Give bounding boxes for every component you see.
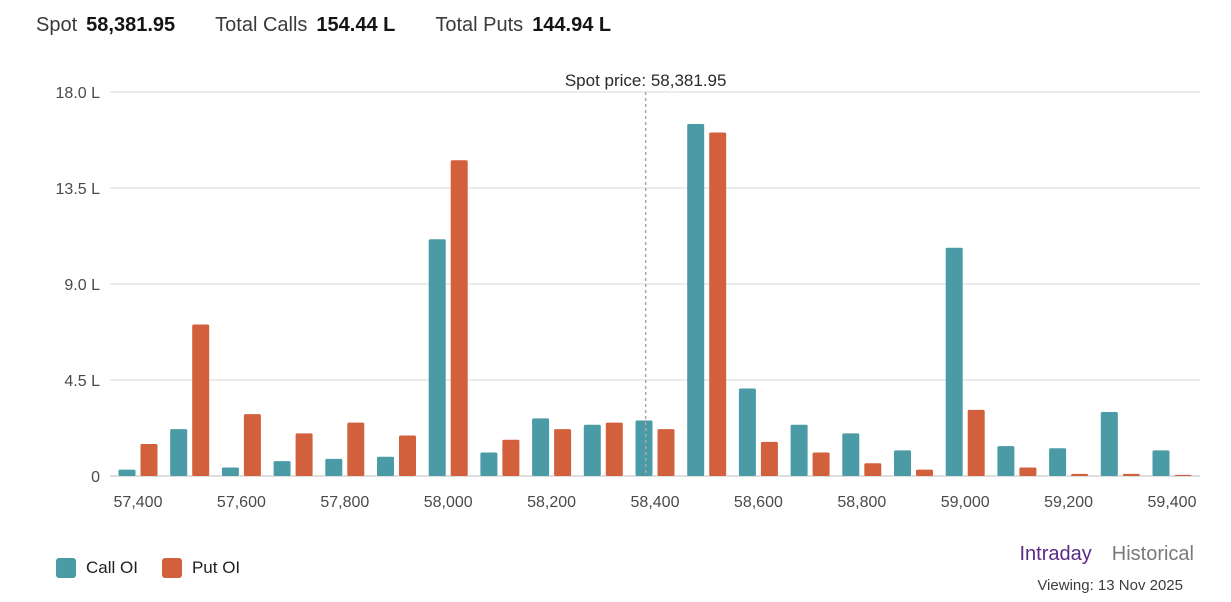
- tab-intraday[interactable]: Intraday: [1019, 543, 1092, 565]
- call-oi-bar: [170, 429, 188, 476]
- call-oi-bar: [738, 388, 756, 476]
- call-oi-bar: [635, 420, 653, 476]
- x-tick-label: 58,800: [837, 494, 886, 511]
- view-tabs: Intraday Historical: [1019, 543, 1194, 566]
- call-oi-bar: [1152, 450, 1170, 476]
- put-oi-bar: [140, 444, 158, 476]
- x-tick-label: 58,200: [527, 494, 576, 511]
- viewing-date: Viewing: 13 Nov 2025: [1037, 577, 1183, 594]
- call-oi-bar: [945, 247, 963, 476]
- put-oi-bar: [605, 422, 623, 476]
- put-oi-bar: [243, 414, 261, 476]
- call-oi-bar: [583, 424, 601, 476]
- call-oi-bar: [480, 452, 498, 476]
- call-oi-bar: [894, 450, 911, 476]
- put-oi-bar: [192, 324, 210, 476]
- put-oi-bar: [812, 452, 830, 476]
- x-tick-label: 57,800: [320, 494, 369, 511]
- legend-item-put[interactable]: Put OI: [161, 558, 241, 578]
- y-tick-label: 0: [91, 469, 100, 486]
- chart-legend: Call OI Put OI: [56, 558, 240, 578]
- call-swatch: [56, 558, 76, 578]
- x-tick-label: 59,400: [1148, 494, 1197, 511]
- total-puts-label: Total Puts: [435, 14, 524, 36]
- y-tick-label: 18.0 L: [56, 85, 101, 102]
- put-oi-bar: [760, 441, 778, 476]
- put-oi-bar: [1071, 473, 1089, 476]
- x-tick-label: 59,200: [1044, 494, 1093, 511]
- x-tick-label: 58,600: [734, 494, 783, 511]
- put-oi-bar: [347, 422, 365, 476]
- legend-put-label: Put OI: [191, 558, 241, 577]
- call-oi-bar: [221, 467, 239, 476]
- tab-historical[interactable]: Historical: [1111, 543, 1194, 565]
- legend-call-label: Call OI: [86, 558, 138, 577]
- call-oi-bar: [532, 418, 550, 476]
- spot-label: Spot: [36, 14, 78, 36]
- total-puts-value: 144.94 L: [532, 14, 612, 36]
- summary-stats: Spot 58,381.95 Total Calls 154.44 L Tota…: [36, 14, 611, 37]
- put-oi-bar: [967, 409, 985, 476]
- total-puts-stat: Total Puts 144.94 L: [435, 14, 611, 37]
- spot-value: 58,381.95: [86, 14, 176, 36]
- put-oi-bar: [709, 132, 727, 477]
- x-tick-label: 59,000: [941, 494, 990, 511]
- spot-price-label: Spot price: 58,381.95: [565, 71, 727, 90]
- put-oi-bar: [864, 463, 882, 476]
- total-calls-label: Total Calls: [215, 14, 308, 36]
- put-oi-bar: [502, 439, 520, 476]
- call-oi-bar: [428, 239, 446, 476]
- call-oi-bar: [790, 424, 808, 476]
- put-oi-bar: [554, 429, 572, 476]
- call-oi-bar: [687, 124, 705, 476]
- put-oi-bar: [295, 433, 313, 476]
- y-tick-label: 4.5 L: [64, 373, 100, 390]
- x-tick-label: 58,400: [631, 494, 680, 511]
- put-oi-bar: [657, 429, 675, 476]
- total-calls-stat: Total Calls 154.44 L: [215, 14, 395, 37]
- y-tick-label: 9.0 L: [64, 277, 100, 294]
- call-oi-bar: [273, 461, 291, 476]
- x-tick-label: 58,000: [424, 494, 473, 511]
- spot-stat: Spot 58,381.95: [36, 14, 175, 37]
- put-oi-bar: [450, 160, 468, 476]
- put-oi-bar: [1122, 473, 1140, 476]
- put-oi-bar: [916, 469, 933, 476]
- oi-bar-chart: 0 4.5 L 9.0 L 13.5 L 18.0 L 57,400 57,600 57,80…: [56, 71, 1200, 511]
- x-tick-label: 57,600: [217, 494, 266, 511]
- y-tick-label: 13.5 L: [56, 181, 101, 198]
- call-oi-bar: [325, 458, 343, 476]
- put-oi-bar: [1174, 474, 1192, 476]
- x-tick-label: 57,400: [114, 494, 163, 511]
- call-oi-bar: [1049, 448, 1067, 476]
- call-oi-bar: [997, 446, 1015, 476]
- put-oi-bar: [399, 435, 416, 476]
- call-oi-bar: [377, 456, 394, 476]
- put-oi-bar: [1019, 467, 1037, 476]
- total-calls-value: 154.44 L: [316, 14, 396, 36]
- put-swatch: [161, 558, 182, 578]
- call-oi-bar: [118, 469, 136, 476]
- call-oi-bar: [1100, 412, 1118, 476]
- legend-item-call[interactable]: Call OI: [56, 558, 138, 578]
- call-oi-bar: [842, 433, 860, 476]
